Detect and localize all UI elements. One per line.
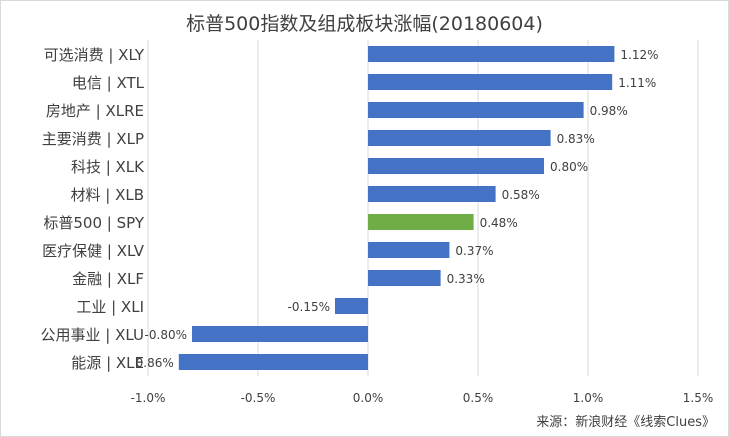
x-tick-label: 0.5% xyxy=(463,391,494,405)
bar xyxy=(335,298,368,314)
data-label: 0.58% xyxy=(502,188,540,202)
bar xyxy=(368,74,613,90)
data-label: -0.80% xyxy=(145,328,187,342)
bar xyxy=(178,354,368,370)
data-label: 1.11% xyxy=(618,76,656,90)
x-tick-label: -1.0% xyxy=(131,391,166,405)
x-tick-label: 1.5% xyxy=(683,391,714,405)
category-label: 工业 | XLI xyxy=(76,298,144,316)
category-label: 主要消费 | XLP xyxy=(42,130,144,148)
bar xyxy=(368,158,544,174)
bar xyxy=(368,214,474,230)
bar xyxy=(368,186,496,202)
bar xyxy=(368,242,450,258)
bar xyxy=(368,102,584,118)
category-label: 能源 | XLE xyxy=(71,354,144,372)
category-label: 标普500 | SPY xyxy=(43,214,144,232)
data-label: -0.15% xyxy=(288,300,330,314)
bar xyxy=(368,46,615,62)
category-label: 公用事业 | XLU xyxy=(41,326,144,344)
data-label: 0.48% xyxy=(480,216,518,230)
data-label: 1.12% xyxy=(620,48,658,62)
source-note: 来源：新浪财经《线索Clues》 xyxy=(536,415,715,430)
x-tick-label: 0.0% xyxy=(353,391,384,405)
category-label: 材料 | XLB xyxy=(70,186,144,204)
x-tick-label: 1.0% xyxy=(573,391,604,405)
data-label: 0.37% xyxy=(455,244,493,258)
x-tick-label: -0.5% xyxy=(241,391,276,405)
category-label: 医疗保健 | XLV xyxy=(42,242,145,260)
data-label: 0.83% xyxy=(557,132,595,146)
data-label: 0.86% xyxy=(136,356,174,370)
category-label: 电信 | XTL xyxy=(72,74,145,92)
bar xyxy=(368,270,441,286)
bar xyxy=(192,326,368,342)
data-label: 0.33% xyxy=(447,272,485,286)
category-label: 科技 | XLK xyxy=(71,158,145,176)
chart-title: 标普500指数及组成板块涨幅(20180604) xyxy=(186,13,543,35)
category-label: 金融 | XLF xyxy=(72,270,144,288)
category-label: 可选消费 | XLY xyxy=(44,46,145,64)
data-label: 0.98% xyxy=(590,104,628,118)
category-label: 房地产 | XLRE xyxy=(46,102,144,120)
bar xyxy=(368,130,551,146)
data-label: 0.80% xyxy=(550,160,588,174)
